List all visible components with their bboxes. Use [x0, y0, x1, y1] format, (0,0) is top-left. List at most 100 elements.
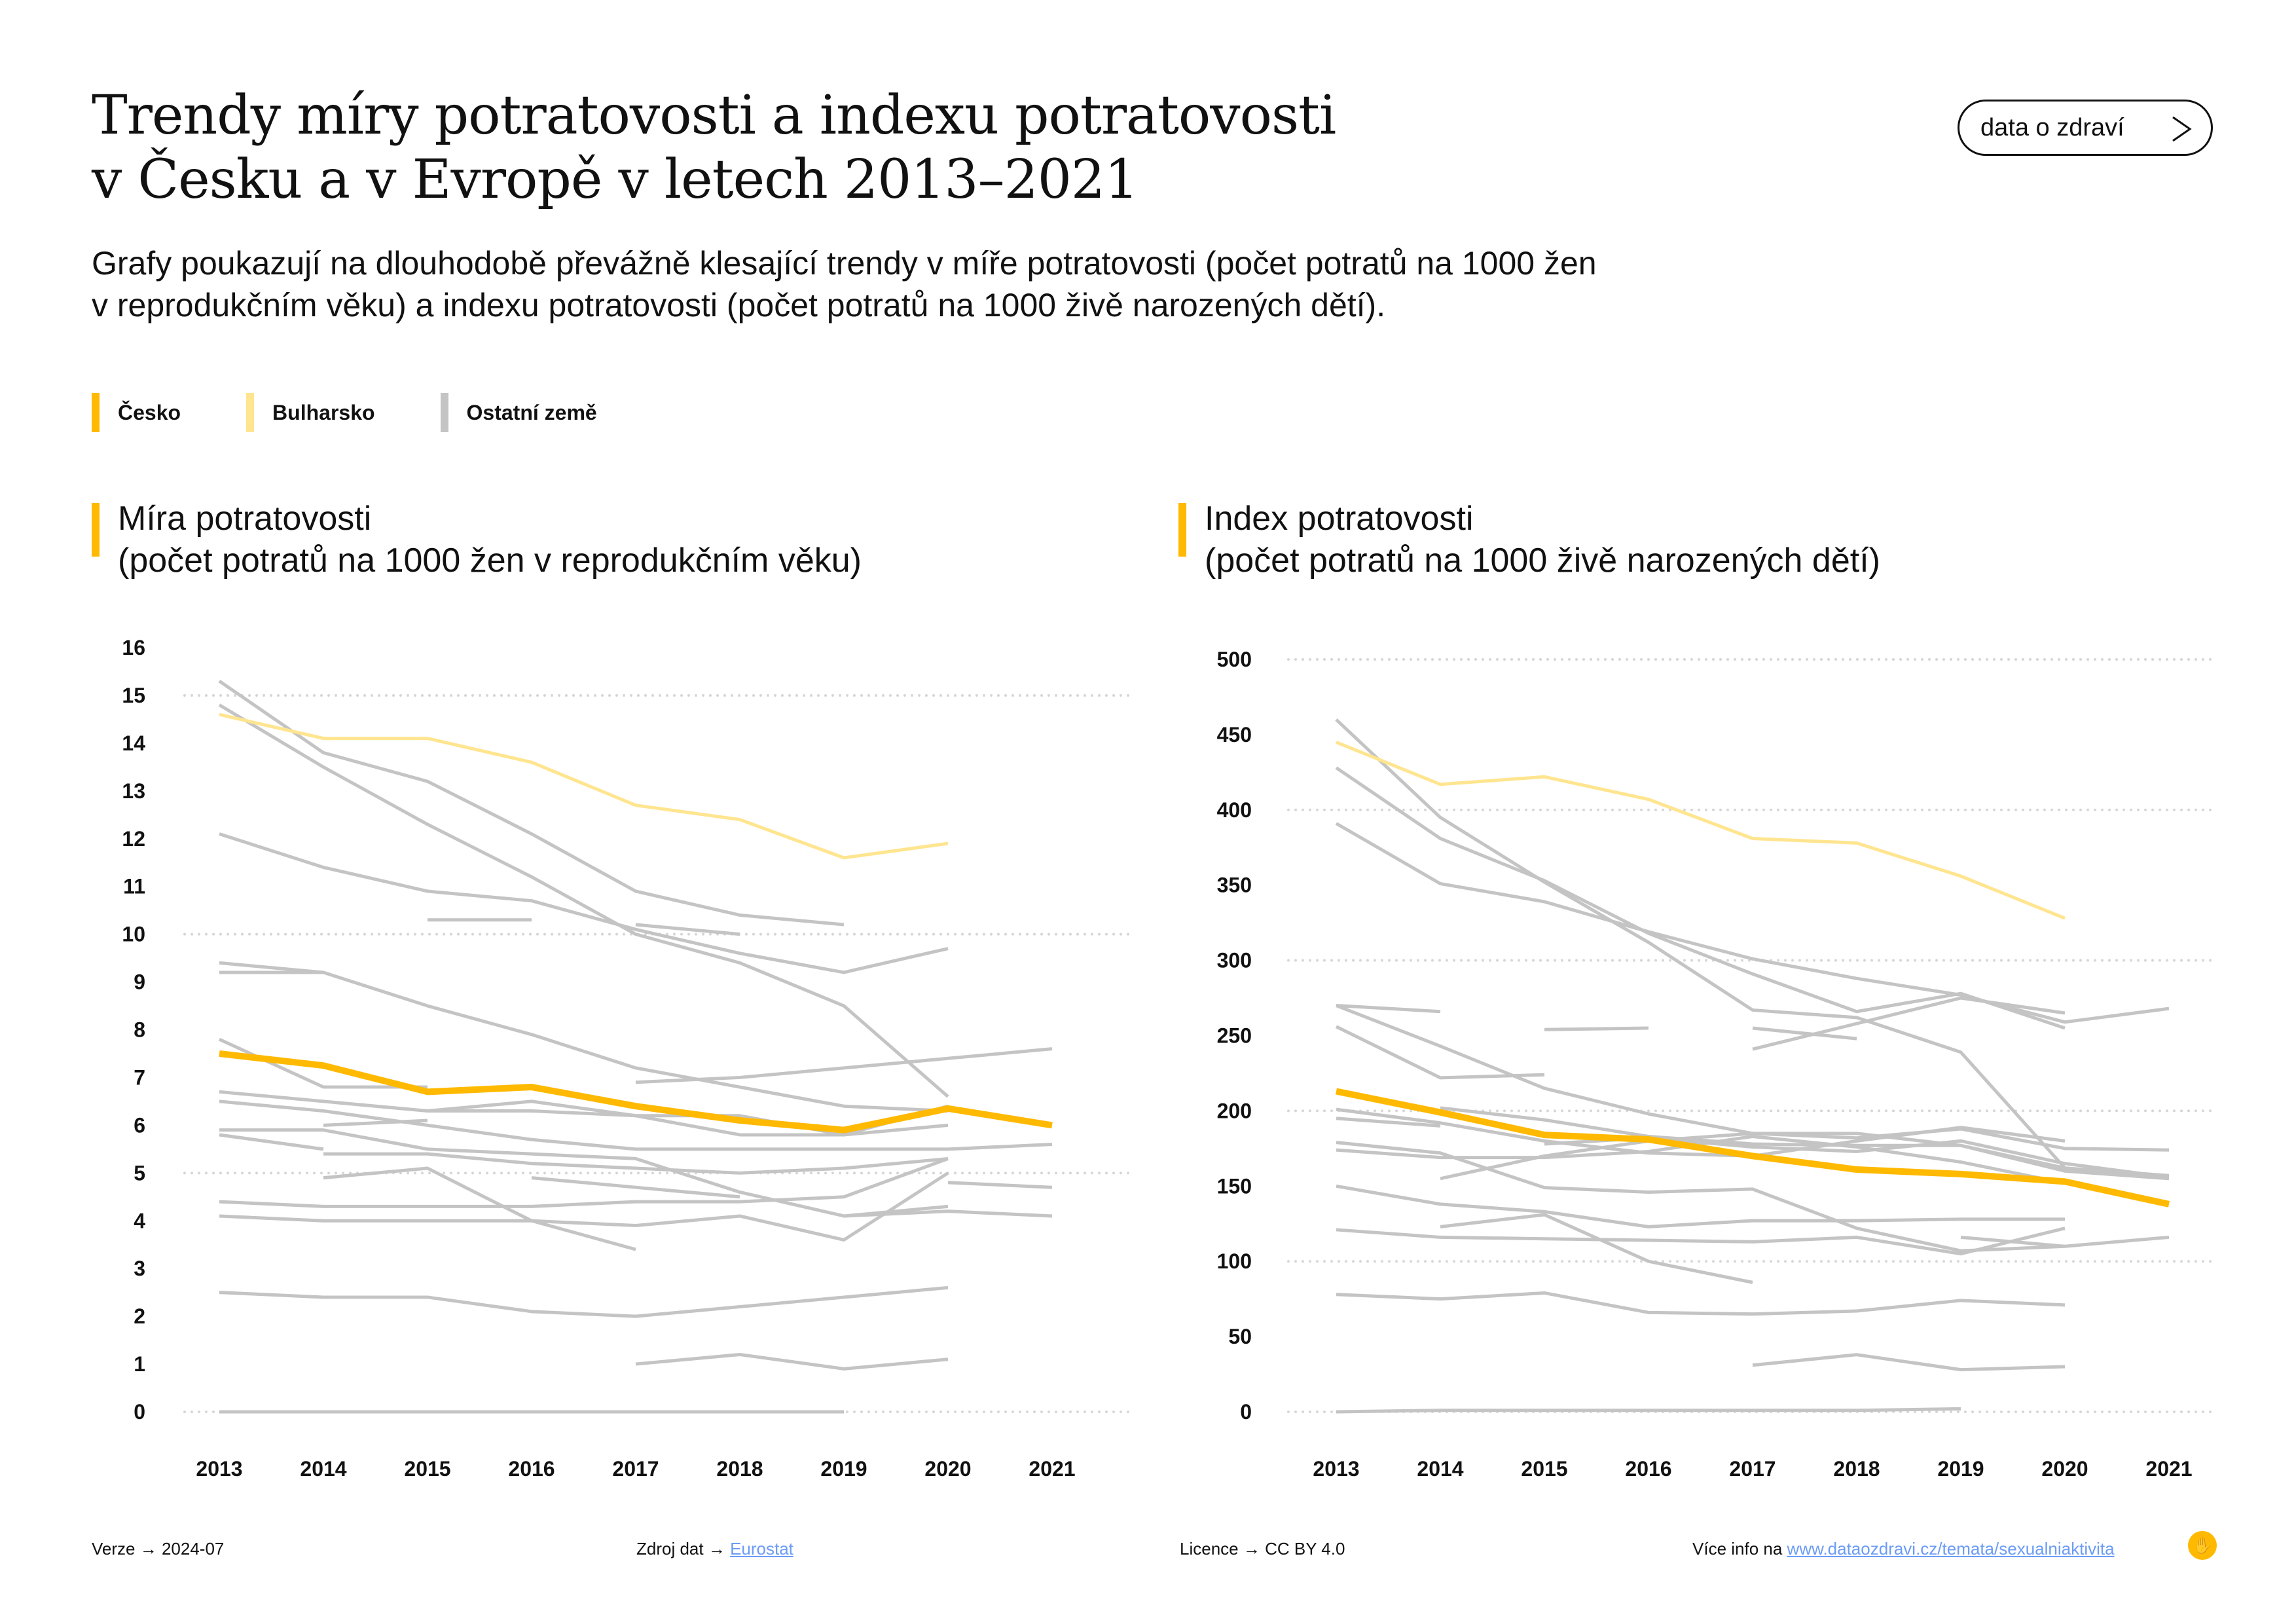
legend-swatch-ostatni [440, 393, 448, 432]
series-line-other [1335, 822, 2170, 1024]
series-line-other [1960, 1235, 2170, 1248]
x-tick-label: 2018 [716, 1457, 763, 1481]
x-tick-label: 2018 [1833, 1457, 1880, 1481]
title-line-1: Trendy míry potratovosti a indexu potrat… [92, 84, 1336, 147]
x-tick-label: 2013 [1313, 1457, 1359, 1481]
y-tick-label: 3 [134, 1257, 145, 1280]
series-line-other [843, 1209, 1053, 1218]
version-value: 2024-07 [161, 1539, 225, 1559]
chart-accent-bar [92, 503, 100, 557]
series-line-other [1335, 766, 2066, 1030]
footer-version: Verze → 2024-07 [92, 1539, 225, 1559]
series-line-other [1335, 1025, 1545, 1080]
series-line-other [1336, 1227, 2066, 1256]
x-tick-label: 2015 [1521, 1457, 1567, 1481]
x-tick-label: 2016 [1625, 1457, 1671, 1481]
x-tick-label: 2014 [300, 1457, 346, 1481]
y-tick-label: 150 [1217, 1174, 1252, 1198]
x-tick-label: 2017 [1729, 1457, 1776, 1481]
series-line-other [1336, 1184, 2065, 1228]
hand-logo-icon: ✋ [2188, 1531, 2217, 1560]
page-subtitle: Grafy poukazují na dlouhodobě převážně k… [92, 242, 1990, 326]
footer-license: Licence → CC BY 4.0 [1180, 1539, 1345, 1559]
y-tick-label: 200 [1217, 1099, 1252, 1122]
arrow-right-icon: → [139, 1539, 157, 1559]
series-line-other [531, 1176, 740, 1199]
y-tick-label: 16 [122, 636, 145, 659]
series-line-other [218, 703, 949, 1098]
chart-title: Index potratovosti [1205, 500, 1474, 538]
series-line-other [635, 1047, 1053, 1084]
y-tick-label: 100 [1217, 1249, 1252, 1273]
y-tick-label: 300 [1217, 949, 1252, 972]
series-line-other [323, 1166, 636, 1251]
y-tick-label: 8 [134, 1018, 145, 1042]
x-tick-label: 2016 [508, 1457, 555, 1481]
series-line-other [219, 1099, 1053, 1151]
series-line-other [1544, 1026, 1649, 1031]
series-line-other [219, 1133, 324, 1151]
chart-accent-bar [1178, 503, 1186, 557]
x-tick-label: 2013 [196, 1457, 242, 1481]
chart-index-potratovosti: 0 50 100 150 200 250 300 350 400 450 500 2013 2014 20… [1217, 648, 2217, 1481]
y-tick-label: 15 [122, 684, 145, 707]
arrow-right-icon: → [708, 1539, 725, 1559]
series-line-other [219, 1172, 949, 1242]
legend-item-ostatni: Ostatní země [440, 393, 597, 432]
footer-source: Zdroj dat → Eurostat [636, 1539, 793, 1559]
y-tick-label: 6 [134, 1113, 145, 1137]
legend-item-cesko: Česko [92, 393, 181, 432]
series-line-cesko [1336, 1088, 2170, 1208]
y-tick-label: 400 [1217, 798, 1252, 822]
chart-header-mira: Míra potratovosti (počet potratů na 1000… [92, 498, 862, 581]
series-line-other [947, 1181, 1053, 1189]
series-line-other [1336, 1116, 1441, 1128]
series-line-other [219, 1157, 949, 1208]
arrow-right-icon: → [1243, 1539, 1260, 1559]
chart-subtitle: (počet potratů na 1000 žen v reprodukční… [118, 542, 862, 580]
eurostat-link[interactable]: Eurostat [730, 1539, 793, 1559]
data-o-zdravi-button[interactable]: data o zdraví [1958, 100, 2213, 156]
y-tick-label: 4 [134, 1209, 145, 1232]
legend-swatch-cesko [92, 393, 100, 432]
y-tick-label: 450 [1217, 723, 1252, 747]
legend-item-bulharsko: Bulharsko [246, 393, 375, 432]
series-line-other [323, 1118, 428, 1127]
y-tick-label: 12 [122, 827, 145, 851]
series-line-other [218, 679, 845, 927]
y-tick-label: 7 [134, 1065, 145, 1089]
y-tick-label: 0 [134, 1400, 145, 1424]
y-tick-label: 5 [134, 1161, 145, 1185]
series-line-other [219, 1128, 949, 1218]
x-tick-label: 2015 [404, 1457, 450, 1481]
x-tick-label: 2017 [612, 1457, 659, 1481]
more-info-link[interactable]: www.dataozdravi.cz/temata/sexualniaktivi… [1787, 1539, 2115, 1559]
subtitle-line-1: Grafy poukazují na dlouhodobě převážně k… [92, 245, 1597, 282]
legend-label: Ostatní země [466, 400, 597, 424]
series-line-other [1336, 1407, 1961, 1414]
legend-label: Bulharsko [272, 400, 375, 424]
series-line-cesko [219, 1050, 1053, 1134]
series-line-other [1752, 1026, 1857, 1041]
y-tick-label: 9 [134, 970, 145, 994]
y-tick-label: 0 [1240, 1400, 1252, 1424]
series-line-other [1752, 996, 2066, 1051]
series-line-other [219, 961, 949, 1113]
series-line-other [1752, 1353, 2066, 1372]
series-line-other [427, 1099, 949, 1137]
chevron-right-icon [2172, 116, 2192, 142]
series-line-other [635, 923, 740, 936]
subtitle-line-2: v reprodukčním věku) a indexu potratovos… [92, 287, 1386, 323]
x-tick-label: 2021 [1029, 1457, 1075, 1481]
series-line-other [1336, 1004, 2170, 1181]
chart-title: Míra potratovosti [118, 500, 372, 538]
x-tick-label: 2019 [820, 1457, 867, 1481]
x-tick-label: 2021 [2145, 1457, 2192, 1481]
footer-more-info: Více info na www.dataozdravi.cz/temata/s… [1692, 1539, 2115, 1559]
series-line-other [1440, 1127, 2170, 1181]
series-line-other [1440, 1106, 2170, 1177]
series-line-bulharsko [219, 712, 949, 860]
chart-subtitle: (počet potratů na 1000 živě narozených d… [1205, 542, 1880, 580]
y-tick-label: 500 [1217, 648, 1252, 671]
